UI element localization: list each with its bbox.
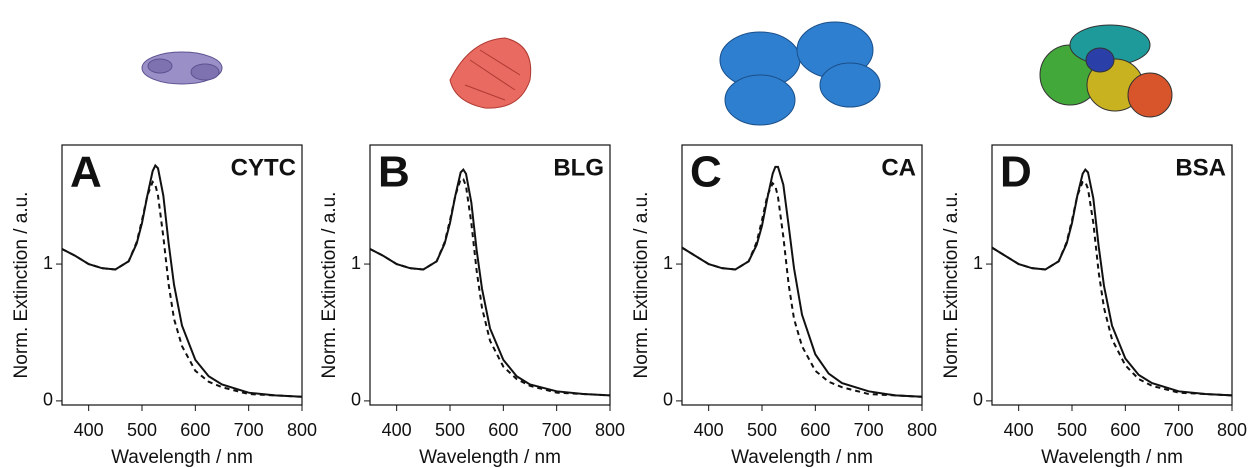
y-axis-label: Norm. Extinction / a.u. [319, 192, 340, 379]
series-line [369, 178, 611, 397]
x-tick-label: 800 [907, 420, 937, 440]
x-tick-label: 800 [287, 420, 317, 440]
y-tick-label: 0 [351, 390, 361, 410]
x-tick-label: 500 [435, 420, 465, 440]
x-tick-label: 600 [180, 420, 210, 440]
panel-label: CYTC [231, 154, 296, 181]
y-tick-label: 0 [663, 390, 673, 410]
x-tick-label: 600 [800, 420, 830, 440]
series-line [991, 180, 1233, 397]
x-tick-label: 500 [1057, 420, 1087, 440]
x-tick-label: 700 [854, 420, 884, 440]
x-axis-label: Wavelength / nm [731, 447, 873, 468]
x-tick-label: 800 [595, 420, 625, 440]
protein-blg [449, 37, 532, 109]
series-line [681, 181, 923, 398]
x-tick-label: 600 [488, 420, 518, 440]
y-tick-label: 1 [351, 253, 361, 273]
panel-letter: B [378, 148, 410, 197]
plot-frame [369, 144, 611, 406]
plot-frame [991, 144, 1233, 406]
x-tick-label: 700 [542, 420, 572, 440]
x-tick-label: 400 [382, 420, 412, 440]
x-tick-label: 800 [1217, 420, 1247, 440]
series-line [61, 180, 303, 398]
y-tick-label: 1 [973, 253, 983, 273]
protein-bsa [1039, 24, 1173, 118]
y-axis-label: Norm. Extinction / a.u. [631, 192, 652, 379]
x-tick-label: 700 [1164, 420, 1194, 440]
plot-frame [681, 144, 923, 406]
y-tick-label: 1 [43, 253, 53, 273]
series-line [681, 165, 923, 398]
series-line [369, 168, 611, 397]
x-axis-label: Wavelength / nm [419, 447, 561, 468]
panel-label: BSA [1175, 154, 1226, 181]
x-axis-label: Wavelength / nm [111, 447, 253, 468]
x-axis-label: Wavelength / nm [1041, 447, 1183, 468]
y-tick-label: 0 [973, 390, 983, 410]
panel-label: BLG [553, 154, 604, 181]
panel-letter: D [1000, 148, 1032, 197]
x-tick-label: 500 [747, 420, 777, 440]
panel-letter: C [690, 148, 722, 197]
x-tick-label: 600 [1110, 420, 1140, 440]
y-tick-label: 0 [43, 390, 53, 410]
y-axis-label: Norm. Extinction / a.u. [11, 192, 32, 379]
series-line [61, 163, 303, 398]
series-line [991, 168, 1233, 397]
x-tick-label: 400 [1004, 420, 1034, 440]
panel-label: CA [881, 154, 916, 181]
x-tick-label: 400 [74, 420, 104, 440]
y-axis-label: Norm. Extinction / a.u. [941, 192, 962, 379]
plot-frame [61, 144, 303, 406]
x-tick-label: 400 [694, 420, 724, 440]
x-tick-label: 700 [234, 420, 264, 440]
protein-ca [719, 21, 881, 126]
protein-cytc [141, 51, 223, 85]
panel-letter: A [70, 148, 102, 197]
y-tick-label: 1 [663, 253, 673, 273]
x-tick-label: 500 [127, 420, 157, 440]
